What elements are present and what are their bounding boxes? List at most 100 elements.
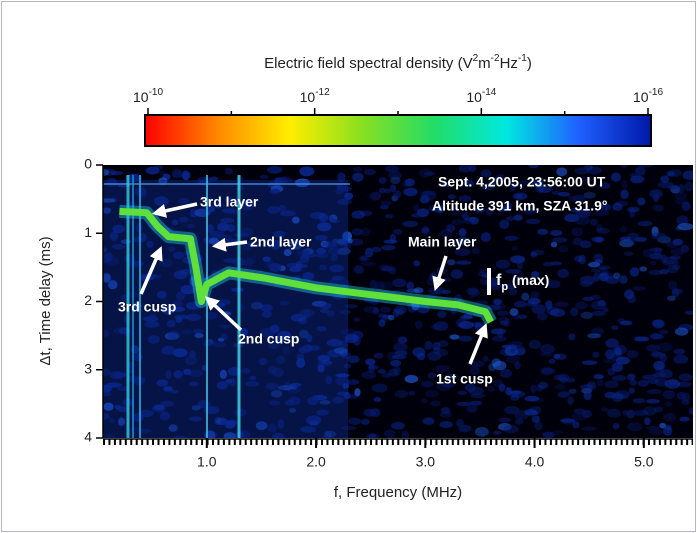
noise: [570, 307, 579, 317]
noise: [225, 379, 233, 384]
noise: [408, 390, 415, 396]
noise: [368, 433, 377, 438]
noise: [447, 194, 456, 200]
noise: [173, 270, 188, 280]
noise: [104, 252, 113, 262]
noise: [492, 303, 506, 310]
noise: [586, 166, 602, 175]
noise: [390, 176, 401, 185]
noise: [104, 434, 115, 438]
noise: [628, 387, 635, 394]
noise: [664, 424, 672, 431]
noise: [133, 301, 141, 312]
noise: [389, 233, 397, 243]
noise-band: [103, 180, 348, 438]
noise: [434, 364, 450, 373]
noise: [106, 382, 122, 388]
noise: [346, 379, 360, 385]
noise: [187, 223, 195, 229]
noise: [117, 386, 129, 391]
tick-exponent: -10: [149, 87, 164, 98]
noise: [191, 405, 201, 411]
annotation: 3rd cusp: [118, 299, 176, 315]
noise: [209, 230, 225, 239]
noise: [598, 182, 611, 189]
noise: [277, 335, 284, 344]
noise: [471, 247, 480, 255]
noise: [649, 333, 664, 340]
x-tick-label: 3.0: [416, 454, 436, 470]
noise: [583, 390, 592, 401]
colorbar-tick-label: 10-16: [633, 87, 663, 105]
noise: [393, 229, 403, 235]
noise: [307, 396, 319, 406]
noise: [530, 291, 540, 300]
noise: [612, 202, 623, 211]
noise: [145, 166, 160, 175]
noise: [619, 225, 628, 233]
noise: [458, 335, 473, 342]
noise: [418, 168, 433, 178]
noise: [260, 327, 275, 338]
fp-marker: [487, 268, 491, 295]
noise: [464, 383, 476, 393]
noise: [667, 265, 679, 274]
noise: [632, 398, 646, 404]
noise: [567, 396, 574, 405]
noise: [642, 375, 650, 383]
noise: [169, 306, 186, 312]
noise: [351, 210, 365, 219]
noise: [613, 422, 620, 430]
noise: [667, 295, 676, 301]
noise: [582, 296, 595, 301]
noise: [384, 429, 396, 438]
noise: [117, 417, 126, 426]
x-tick-label: 4.0: [525, 454, 545, 470]
noise: [339, 310, 352, 315]
noise: [341, 279, 351, 288]
noise: [424, 389, 439, 398]
noise: [651, 351, 666, 359]
noise: [605, 349, 615, 360]
noise: [669, 255, 681, 260]
noise: [470, 393, 486, 398]
noise: [317, 364, 325, 373]
y-axis-label: Δt, Time delay (ms): [37, 236, 54, 365]
noise: [262, 256, 271, 263]
noise: [103, 207, 112, 214]
noise: [373, 397, 382, 403]
noise: [103, 391, 112, 397]
noise: [552, 237, 568, 243]
noise: [458, 424, 472, 433]
y-tick-label: 4: [84, 429, 92, 445]
noise: [548, 358, 556, 365]
noise: [420, 190, 437, 196]
noise: [183, 251, 190, 256]
noise: [404, 178, 415, 187]
noise: [646, 389, 662, 395]
noise: [512, 273, 523, 283]
noise: [353, 317, 361, 322]
noise: [551, 190, 563, 195]
noise: [439, 421, 453, 429]
noise: [411, 213, 425, 218]
noise: [515, 193, 523, 199]
noise: [344, 333, 359, 344]
annotation-arrow: [468, 323, 488, 365]
noise: [531, 304, 546, 315]
noise: [414, 320, 423, 329]
noise: [505, 387, 512, 396]
noise: [406, 281, 415, 291]
noise: [587, 333, 601, 339]
noise: [316, 409, 329, 416]
noise: [163, 386, 173, 391]
noise: [581, 426, 597, 431]
noise: [380, 281, 394, 290]
noise: [335, 373, 350, 378]
noise: [580, 240, 592, 249]
noise: [632, 286, 647, 291]
noise: [598, 272, 609, 282]
noise: [103, 329, 110, 338]
noise: [347, 355, 360, 364]
noise: [553, 301, 570, 307]
